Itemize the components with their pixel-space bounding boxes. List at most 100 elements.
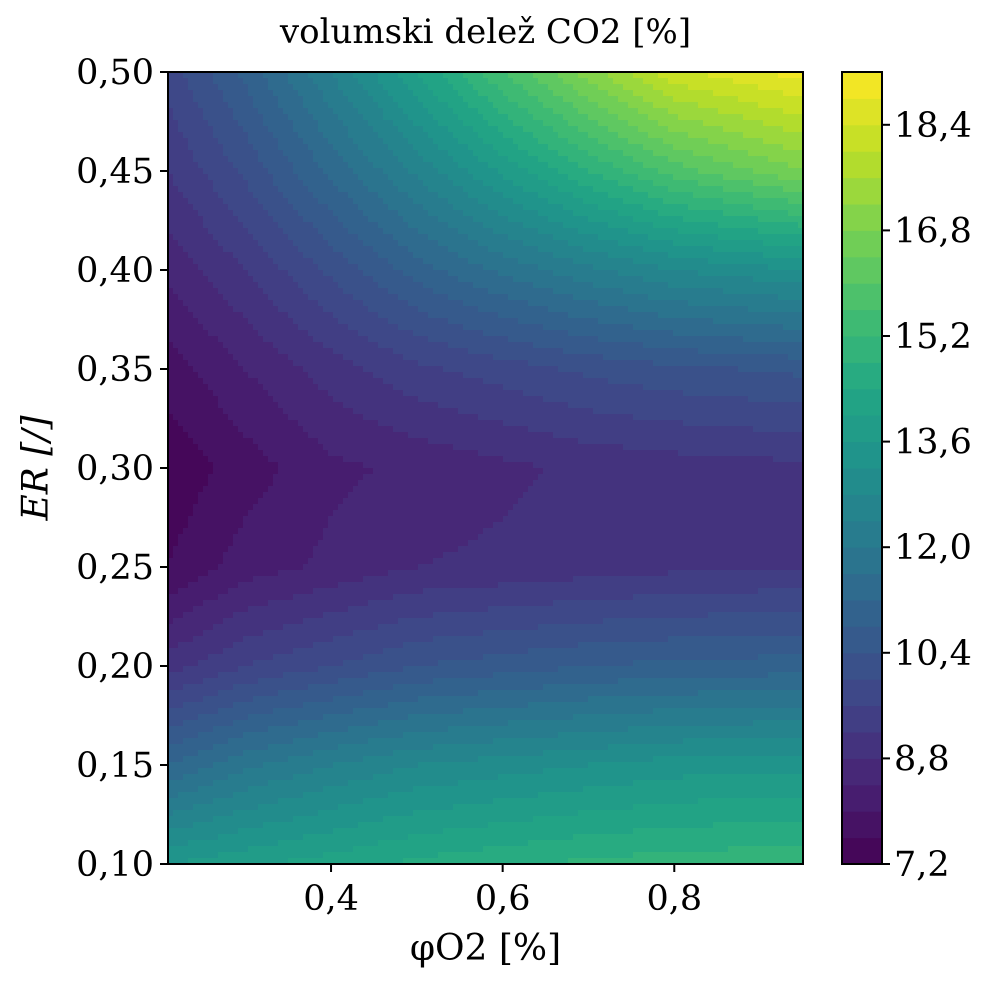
- heatmap-cell: [173, 186, 179, 193]
- heatmap-cell: [548, 252, 554, 259]
- heatmap-cell: [633, 174, 639, 181]
- heatmap-cell: [683, 282, 689, 289]
- heatmap-cell: [573, 240, 579, 247]
- heatmap-cell: [483, 96, 489, 103]
- heatmap-cell: [638, 114, 644, 121]
- heatmap-cell: [508, 258, 514, 265]
- heatmap-cell: [358, 150, 364, 157]
- heatmap-cell: [218, 114, 224, 121]
- heatmap-cell: [793, 132, 799, 139]
- heatmap-cell: [273, 198, 279, 205]
- heatmap-cell: [228, 168, 234, 175]
- heatmap-cell: [473, 90, 479, 97]
- heatmap-cell: [308, 96, 314, 103]
- heatmap-cell: [698, 90, 704, 97]
- heatmap-cell: [738, 234, 744, 241]
- heatmap-cell: [593, 192, 599, 199]
- heatmap-cell: [293, 192, 299, 199]
- heatmap-cell: [263, 252, 269, 259]
- heatmap-cell: [578, 300, 584, 307]
- heatmap-cell: [773, 288, 779, 295]
- heatmap-cell: [703, 72, 709, 79]
- heatmap-cell: [698, 216, 704, 223]
- heatmap-cell: [563, 84, 569, 91]
- heatmap-cell: [208, 108, 214, 115]
- heatmap-cell: [718, 264, 724, 271]
- heatmap-cell: [418, 288, 424, 295]
- heatmap-cell: [488, 102, 494, 109]
- heatmap-cell: [463, 156, 469, 163]
- heatmap-cell: [333, 180, 339, 187]
- heatmap-cell: [798, 150, 803, 157]
- heatmap-cell: [493, 96, 499, 103]
- heatmap-cell: [588, 126, 594, 133]
- heatmap-cell: [728, 246, 734, 253]
- heatmap-cell: [233, 150, 239, 157]
- heatmap-cell: [253, 282, 259, 289]
- heatmap-cell: [378, 252, 384, 259]
- heatmap-cell: [408, 294, 414, 301]
- heatmap-cell: [668, 138, 674, 145]
- heatmap-cell: [483, 270, 489, 277]
- heatmap-cell: [608, 210, 614, 217]
- heatmap-cell: [393, 120, 399, 127]
- heatmap-cell: [713, 264, 719, 271]
- heatmap-cell: [743, 162, 749, 169]
- heatmap-cell: [198, 270, 204, 277]
- heatmap-cell: [238, 276, 244, 283]
- heatmap-cell: [663, 276, 669, 283]
- heatmap-cell: [603, 222, 609, 229]
- heatmap-cell: [673, 102, 679, 109]
- heatmap-cell: [743, 264, 749, 271]
- heatmap-cell: [373, 144, 379, 151]
- heatmap-cell: [188, 132, 194, 139]
- heatmap-cell: [293, 234, 299, 241]
- heatmap-cell: [593, 126, 599, 133]
- heatmap-cell: [453, 162, 459, 169]
- heatmap-cell: [223, 204, 229, 211]
- heatmap-cell: [388, 78, 394, 85]
- heatmap-cell: [648, 174, 654, 181]
- heatmap-cell: [508, 270, 514, 277]
- heatmap-cell: [353, 264, 359, 271]
- heatmap-cell: [723, 84, 729, 91]
- heatmap-cell: [533, 138, 539, 145]
- heatmap-cell: [513, 216, 519, 223]
- heatmap-cell: [613, 276, 619, 283]
- heatmap-cell: [688, 102, 694, 109]
- heatmap-cell: [383, 132, 389, 139]
- heatmap-cell: [368, 78, 374, 85]
- heatmap-cell: [283, 162, 289, 169]
- heatmap-cell: [353, 150, 359, 157]
- heatmap-cell: [298, 270, 304, 277]
- heatmap-cell: [483, 300, 489, 307]
- heatmap-cell: [283, 180, 289, 187]
- heatmap-cell: [543, 120, 549, 127]
- heatmap-cell: [223, 96, 229, 103]
- heatmap-cell: [343, 288, 349, 295]
- heatmap-cell: [263, 264, 269, 271]
- heatmap-cell: [478, 102, 484, 109]
- heatmap-cell: [218, 270, 224, 277]
- heatmap-cell: [793, 186, 799, 193]
- heatmap-cell: [588, 222, 594, 229]
- heatmap-cell: [528, 138, 534, 145]
- heatmap-cell: [343, 264, 349, 271]
- heatmap-cell: [193, 300, 199, 307]
- heatmap-cell: [708, 204, 714, 211]
- heatmap-cell: [678, 186, 684, 193]
- heatmap-cell: [303, 72, 309, 79]
- heatmap-cell: [788, 108, 794, 115]
- heatmap-cell: [493, 270, 499, 277]
- heatmap-cell: [318, 234, 324, 241]
- heatmap-cell: [223, 144, 229, 151]
- heatmap-cell: [178, 276, 184, 283]
- heatmap-cell: [478, 180, 484, 187]
- heatmap-cell: [663, 252, 669, 259]
- heatmap-cell: [793, 84, 799, 91]
- heatmap-cell: [573, 174, 579, 181]
- heatmap-cell: [408, 78, 414, 85]
- heatmap-cell: [208, 168, 214, 175]
- heatmap-cell: [298, 90, 304, 97]
- heatmap-cell: [333, 186, 339, 193]
